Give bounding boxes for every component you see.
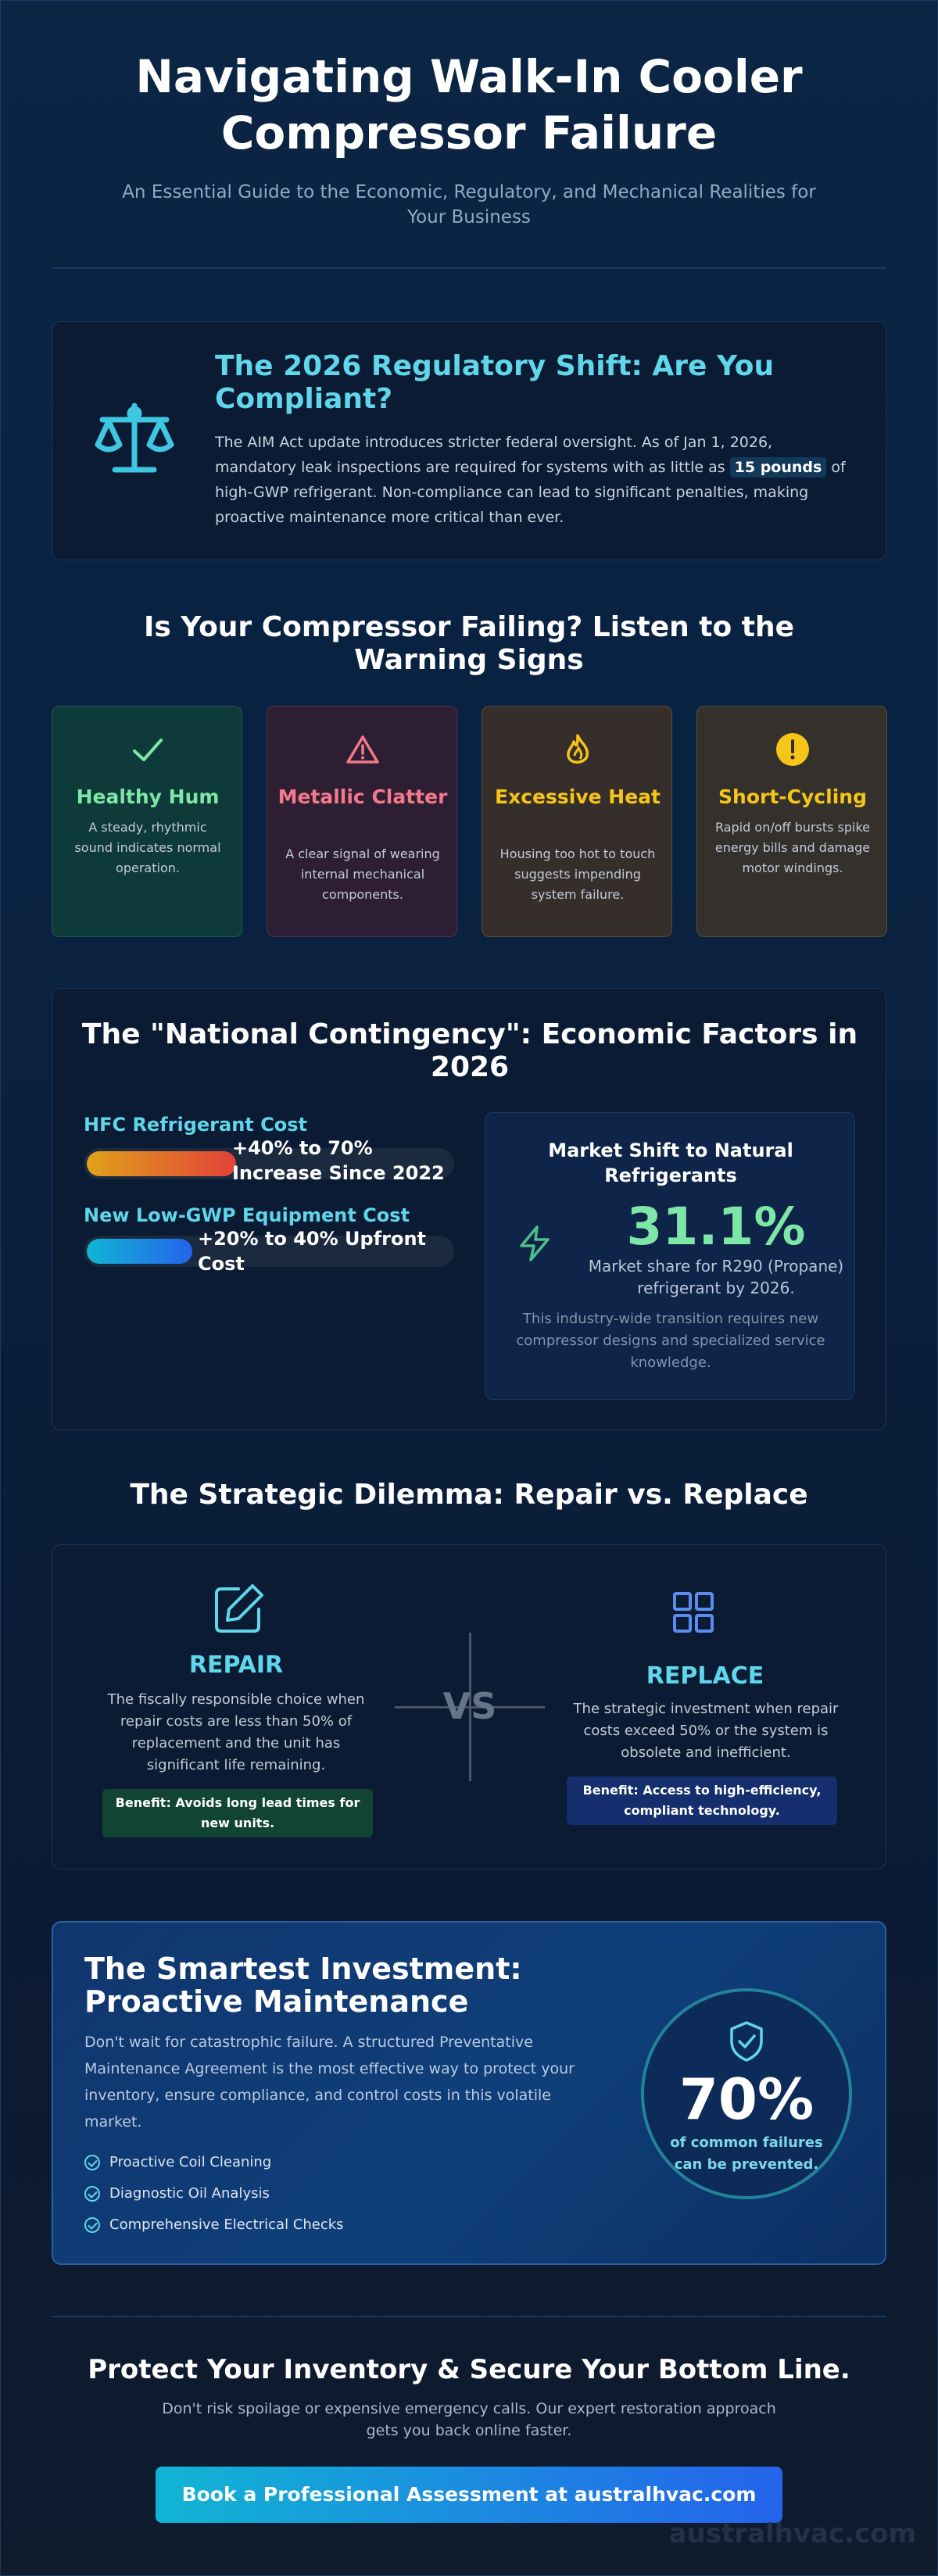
sign-desc: Rapid on/off bursts spike energy bills a…	[714, 820, 871, 875]
maintenance-title: The Smartest Investment: Proactive Maint…	[84, 1952, 522, 2019]
sign-title: Excessive Heat	[495, 785, 661, 808]
market-note: This industry-wide transition requires n…	[516, 1311, 825, 1371]
bar-track-hfc	[84, 1148, 454, 1179]
vs-label: VS	[442, 1685, 497, 1727]
dilemma-title: The Strategic Dilemma: Repair vs. Replac…	[130, 1479, 808, 1511]
warning-triangle-icon	[267, 730, 458, 769]
sign-title: Short-Cycling	[718, 785, 867, 808]
sign-desc: A clear signal of wearing internal mecha…	[285, 846, 440, 902]
regulatory-text: The AIM Act update introduces stricter f…	[215, 430, 856, 530]
vs-divider-horizontal	[395, 1706, 545, 1708]
cta-subtitle: Don't risk spoilage or expensive emergen…	[162, 2400, 776, 2439]
regulatory-highlight: 15 pounds	[729, 457, 827, 478]
shield-check-icon	[727, 2020, 766, 2063]
scales-icon	[91, 396, 177, 482]
bar-fill-hfc	[87, 1151, 236, 1176]
book-assessment-button[interactable]: Book a Professional Assessment at austra…	[156, 2467, 782, 2523]
repair-title: REPAIR	[188, 1651, 284, 1679]
checklist-item: Comprehensive Electrical Checks	[84, 2216, 344, 2234]
maintenance-text: Don't wait for catastrophic failure. A s…	[84, 2034, 575, 2131]
regulatory-title: The 2026 Regulatory Shift: Are You Compl…	[215, 350, 775, 415]
check-circle-icon	[84, 2217, 100, 2233]
bar-label-hfc: HFC Refrigerant Cost	[84, 1114, 307, 1136]
regulatory-text-part: The AIM Act update introduces stricter f…	[215, 434, 773, 476]
divider	[52, 2316, 886, 2317]
bar-fill-lowgwp	[87, 1239, 192, 1264]
market-caption: Market share for R290 (Propane) refriger…	[588, 1257, 844, 1297]
grid-icon	[670, 1589, 725, 1644]
page-title: Navigating Walk-In Cooler Compressor Fai…	[0, 48, 938, 161]
lightning-icon	[515, 1224, 554, 1263]
economic-card: The "National Contingency": Economic Fac…	[52, 988, 886, 1430]
market-percent: 31.1%	[626, 1197, 806, 1257]
divider	[52, 267, 886, 269]
dilemma-card: REPAIR The fiscally responsible choice w…	[52, 1544, 886, 1869]
check-icon	[52, 730, 243, 769]
checklist-item-label: Diagnostic Oil Analysis	[109, 2185, 270, 2202]
replace-benefit: Benefit: Access to high-efficiency, comp…	[567, 1776, 837, 1825]
sign-card-healthy-hum: Healthy Hum A steady, rhythmic sound ind…	[52, 706, 242, 937]
check-circle-icon	[84, 2155, 100, 2170]
badge-caption: of common failures can be prevented.	[670, 2134, 823, 2173]
repair-benefit: Benefit: Avoids long lead times for new …	[102, 1789, 373, 1837]
badge-percent: 70%	[678, 2066, 814, 2132]
regulatory-card: The 2026 Regulatory Shift: Are You Compl…	[52, 321, 886, 560]
replace-text: The strategic investment when repair cos…	[573, 1701, 839, 1761]
warning-title: Is Your Compressor Failing? Listen to th…	[143, 611, 795, 676]
market-shift-panel: Market Shift to Natural Refrigerants 31.…	[485, 1112, 855, 1400]
maintenance-card: The Smartest Investment: Proactive Maint…	[52, 1921, 886, 2265]
bar-track-lowgwp	[84, 1236, 454, 1267]
replace-title: REPLACE	[646, 1662, 764, 1690]
regulatory-text-part: of high-GWP refrigerant. Non-compliance …	[215, 459, 846, 526]
alert-circle-icon	[697, 730, 888, 769]
bar-label-lowgwp: New Low-GWP Equipment Cost	[84, 1204, 410, 1226]
sign-card-excessive-heat: Excessive Heat Housing too hot to touch …	[482, 706, 672, 937]
title-line-1: Navigating Walk-In Cooler	[135, 50, 803, 103]
prevention-badge: 70% of common failures can be prevented.	[641, 1988, 852, 2199]
sign-desc: Housing too hot to touch suggests impend…	[499, 846, 656, 902]
checklist-item-label: Comprehensive Electrical Checks	[109, 2216, 344, 2233]
market-title: Market Shift to Natural Refrigerants	[548, 1140, 793, 1186]
check-circle-icon	[84, 2186, 100, 2202]
checklist-item: Diagnostic Oil Analysis	[84, 2185, 270, 2202]
sign-card-metallic-clatter: Metallic Clatter A clear signal of weari…	[267, 706, 457, 937]
watermark: australhvac.com	[668, 2518, 916, 2549]
cta-title: Protect Your Inventory & Secure Your Bot…	[88, 2354, 850, 2385]
title-line-2: Compressor Failure	[220, 106, 718, 159]
checklist-item: Proactive Coil Cleaning	[84, 2154, 271, 2171]
repair-text: The fiscally responsible choice when rep…	[107, 1691, 365, 1773]
bar-value-lowgwp: +20% to 40% Upfront Cost	[198, 1228, 427, 1275]
economic-title: The "National Contingency": Economic Fac…	[81, 1018, 858, 1083]
checklist-item-label: Proactive Coil Cleaning	[109, 2154, 272, 2170]
sign-title: Metallic Clatter	[277, 785, 448, 808]
page-subtitle: An Essential Guide to the Economic, Regu…	[122, 182, 816, 227]
sign-desc: A steady, rhythmic sound indicates norma…	[74, 820, 221, 875]
bar-value-hfc: +40% to 70% Increase Since 2022	[232, 1137, 445, 1184]
sign-card-short-cycling: Short-Cycling Rapid on/off bursts spike …	[696, 706, 887, 937]
sign-title: Healthy Hum	[76, 785, 220, 808]
flame-icon	[482, 730, 673, 769]
edit-icon	[212, 1581, 267, 1636]
